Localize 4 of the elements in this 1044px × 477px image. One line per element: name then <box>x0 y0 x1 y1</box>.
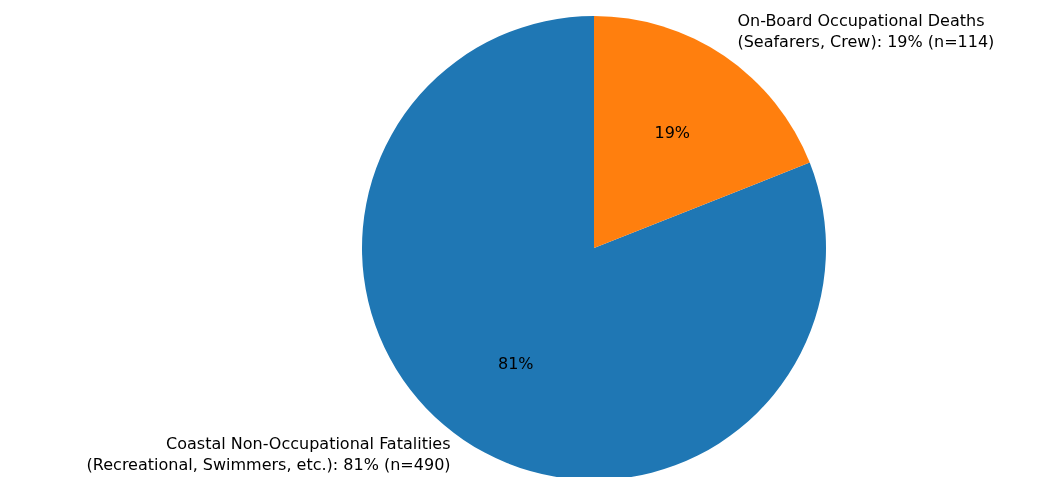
data-label: 19% <box>654 123 691 143</box>
slice-label: Coastal Non-Occupational Fatalities (Recreational, Swimmers, etc.): 81% (n=490) <box>86 433 451 474</box>
slice-label: On-Board Occupational Deaths (Seafarers, Crew): 19% (n=114) <box>737 10 995 51</box>
data-label: 81% <box>497 353 534 373</box>
